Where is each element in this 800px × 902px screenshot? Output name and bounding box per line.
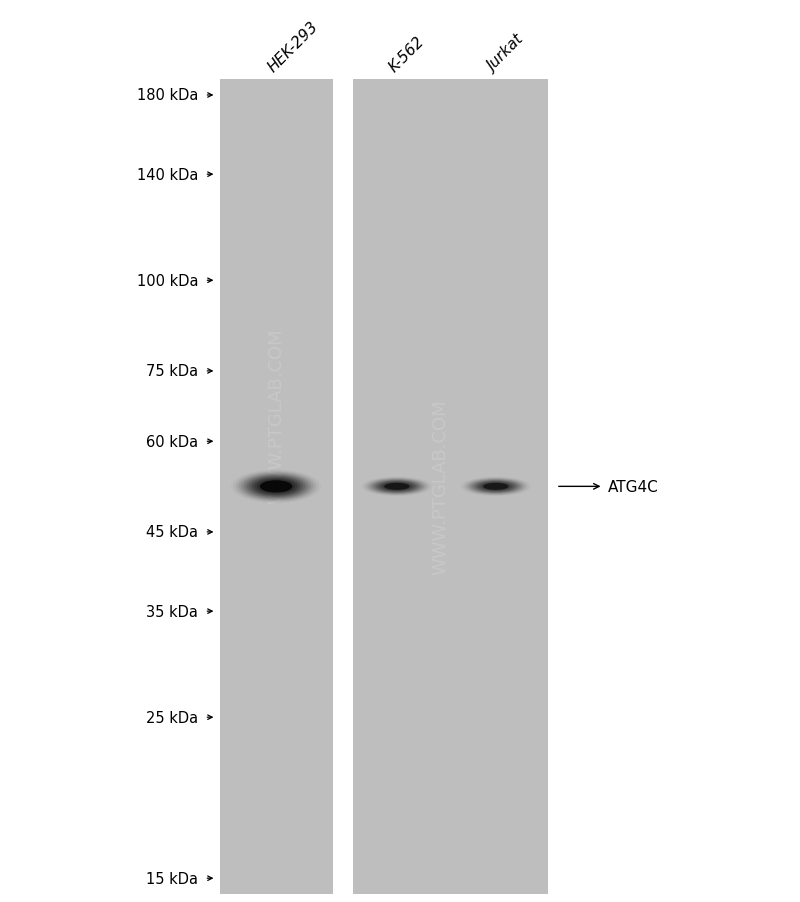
Ellipse shape (481, 483, 510, 491)
Bar (353, 79, 548, 894)
Ellipse shape (384, 483, 410, 491)
Text: 180 kDa: 180 kDa (137, 88, 198, 104)
Ellipse shape (378, 482, 416, 492)
Text: WWW.PTGLAB.COM: WWW.PTGLAB.COM (431, 400, 450, 575)
Ellipse shape (252, 478, 300, 496)
Ellipse shape (366, 478, 428, 495)
Ellipse shape (236, 472, 316, 502)
Ellipse shape (260, 481, 292, 492)
Ellipse shape (466, 479, 525, 495)
Text: 100 kDa: 100 kDa (137, 273, 198, 289)
Ellipse shape (473, 481, 519, 493)
Ellipse shape (370, 479, 424, 494)
Ellipse shape (254, 479, 298, 495)
Text: WWW.PTGLAB.COM: WWW.PTGLAB.COM (267, 328, 285, 503)
Ellipse shape (250, 477, 303, 497)
Ellipse shape (244, 474, 308, 499)
Text: Jurkat: Jurkat (485, 33, 527, 76)
Text: 45 kDa: 45 kDa (146, 525, 198, 539)
Ellipse shape (258, 480, 295, 494)
Ellipse shape (367, 479, 426, 495)
Ellipse shape (374, 481, 420, 493)
Ellipse shape (376, 481, 418, 492)
Ellipse shape (477, 482, 514, 492)
Text: HEK-293: HEK-293 (266, 19, 322, 76)
Ellipse shape (372, 480, 422, 493)
Text: 75 kDa: 75 kDa (146, 364, 198, 379)
Ellipse shape (380, 483, 414, 492)
Bar (219, 79, 333, 894)
Text: 35 kDa: 35 kDa (146, 604, 198, 619)
Text: 15 kDa: 15 kDa (146, 870, 198, 886)
Ellipse shape (242, 474, 311, 500)
Ellipse shape (469, 479, 523, 494)
Ellipse shape (475, 481, 517, 492)
Text: 60 kDa: 60 kDa (146, 434, 198, 449)
Ellipse shape (238, 473, 314, 501)
Text: 140 kDa: 140 kDa (137, 168, 198, 182)
Ellipse shape (382, 483, 412, 491)
Text: ATG4C: ATG4C (607, 479, 658, 494)
Ellipse shape (246, 476, 306, 498)
Text: 25 kDa: 25 kDa (146, 710, 198, 725)
Ellipse shape (470, 480, 521, 493)
Ellipse shape (465, 478, 527, 495)
Ellipse shape (483, 483, 509, 491)
Ellipse shape (479, 483, 513, 492)
Text: K-562: K-562 (386, 34, 427, 76)
